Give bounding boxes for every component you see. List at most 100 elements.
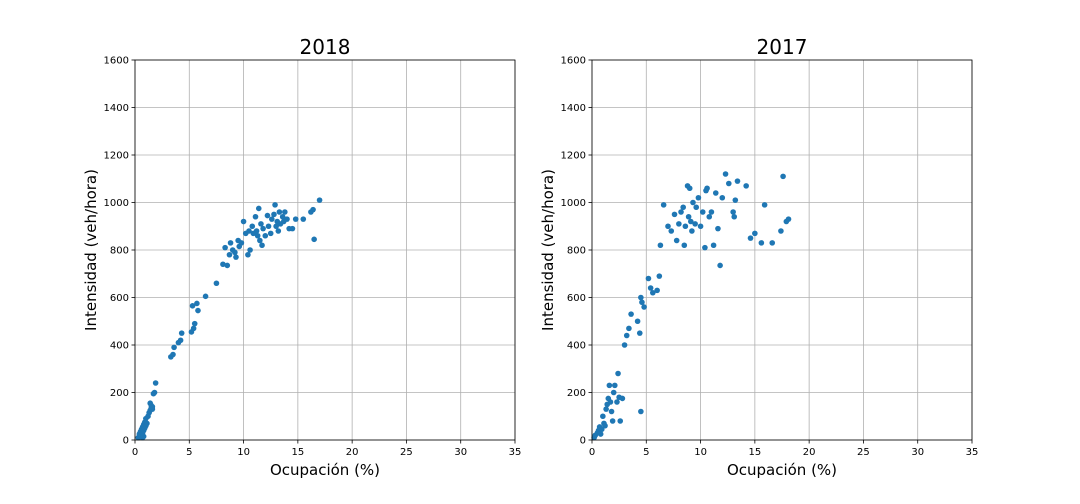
data-point	[609, 418, 616, 424]
data-point	[636, 330, 643, 336]
data-point	[276, 209, 283, 215]
data-point	[279, 213, 286, 220]
data-point	[706, 213, 713, 220]
x-tick-label: 25	[400, 447, 413, 458]
data-point	[617, 418, 624, 424]
data-point	[647, 285, 654, 291]
data-point	[668, 228, 675, 234]
x-tick-label: 30	[911, 447, 924, 458]
data-point	[273, 223, 279, 230]
scatter-points	[135, 197, 323, 441]
data-point	[747, 235, 754, 241]
data-point	[638, 294, 644, 301]
data-point	[702, 244, 708, 251]
x-tick-label: 15	[291, 447, 304, 458]
data-point	[265, 223, 272, 230]
x-tick-label: 10	[237, 447, 250, 458]
data-point	[614, 399, 620, 405]
x-tick-label: 10	[694, 447, 707, 458]
data-point	[178, 330, 185, 336]
data-point	[734, 178, 741, 184]
data-point	[311, 236, 317, 243]
data-point	[608, 408, 615, 415]
data-point	[628, 311, 634, 317]
y-tick-label: 400	[110, 341, 129, 352]
x-tick-label: 0	[589, 447, 595, 458]
data-point	[615, 370, 621, 377]
data-point	[284, 216, 290, 222]
data-point	[743, 183, 749, 189]
data-point	[710, 242, 717, 249]
subplot-title: 2017	[757, 35, 808, 59]
data-point	[681, 242, 688, 249]
data-point	[597, 431, 604, 437]
data-point	[246, 228, 252, 234]
data-point	[678, 209, 684, 215]
data-point	[660, 202, 667, 208]
data-point	[272, 202, 278, 208]
data-point	[271, 211, 277, 218]
x-tick-label: 20	[346, 447, 359, 458]
data-point	[639, 299, 645, 306]
data-point	[598, 426, 605, 433]
data-point	[697, 223, 704, 230]
data-point	[682, 223, 689, 230]
data-point	[195, 307, 201, 314]
data-point	[680, 204, 686, 211]
y-tick-label: 800	[110, 246, 129, 257]
data-point	[282, 209, 288, 215]
data-point	[785, 216, 792, 222]
data-point	[144, 420, 150, 427]
data-point	[752, 230, 758, 237]
data-point	[769, 240, 776, 246]
data-point	[262, 232, 269, 239]
data-point	[634, 318, 641, 325]
data-point	[259, 242, 265, 249]
y-tick-label: 1600	[561, 56, 586, 67]
x-axis-label: Ocupación (%)	[727, 461, 837, 479]
x-tick-label: 5	[186, 447, 192, 458]
y-tick-label: 600	[567, 293, 586, 304]
scatter-points	[591, 171, 792, 441]
data-point	[152, 380, 159, 386]
y-axis-label: Intensidad (veh/hora)	[82, 169, 100, 331]
y-tick-label: 1600	[104, 56, 129, 67]
axis-ticks: 0 5 10 15 20 25 30 35 0 200 400 600 800 1000 1200 1400 1…	[561, 56, 979, 459]
subplot-2017: 2017 0 5 10 15 20 25 30 35 0 200 400 600 800 1000 1200…	[539, 35, 978, 479]
data-point	[267, 230, 274, 237]
x-tick-label: 30	[454, 447, 467, 458]
data-point	[252, 213, 259, 220]
y-tick-label: 800	[567, 246, 586, 257]
data-point	[726, 180, 732, 187]
y-tick-label: 200	[567, 388, 586, 399]
y-tick-label: 1000	[104, 198, 129, 209]
data-point	[778, 228, 784, 234]
y-tick-label: 1200	[561, 151, 586, 162]
data-point	[689, 228, 695, 234]
data-point	[238, 240, 245, 246]
data-point	[758, 240, 765, 246]
y-tick-label: 1400	[561, 103, 586, 114]
data-point	[730, 209, 736, 215]
data-point	[780, 173, 786, 180]
data-point	[621, 342, 628, 348]
data-point	[638, 408, 644, 415]
data-point	[673, 237, 680, 244]
data-point	[245, 251, 251, 258]
data-point	[260, 225, 266, 232]
data-point	[300, 216, 307, 222]
data-point	[151, 389, 158, 396]
y-tick-label: 200	[110, 388, 129, 399]
data-point	[607, 399, 614, 405]
data-point	[240, 218, 247, 225]
data-point	[255, 205, 262, 212]
x-tick-label: 35	[509, 447, 522, 458]
y-axis-label: Intensidad (veh/hora)	[539, 169, 557, 331]
data-point	[189, 303, 196, 309]
data-point	[275, 228, 282, 234]
data-point	[693, 204, 700, 211]
data-point	[657, 242, 664, 249]
y-tick-label: 0	[580, 436, 586, 447]
data-point	[719, 194, 726, 201]
